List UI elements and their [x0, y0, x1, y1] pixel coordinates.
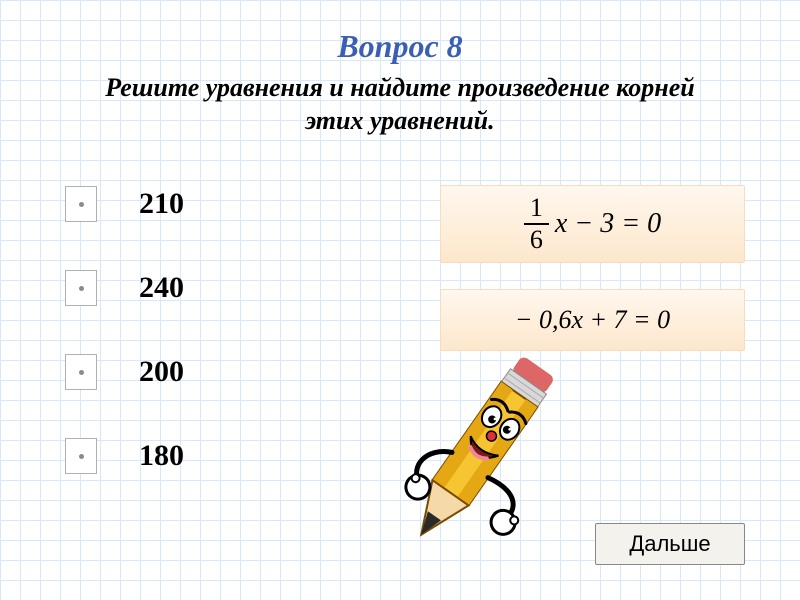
equations-group: 1 6 x − 3 = 0 − 0,6x + 7 = 0 [440, 185, 745, 377]
page-title: Вопрос 8 [0, 28, 800, 65]
fraction-denominator: 6 [524, 225, 549, 253]
answer-label: 180 [139, 439, 184, 473]
radio-dot-icon [79, 202, 84, 207]
answer-label: 210 [139, 187, 184, 221]
radio-dot-icon [79, 286, 84, 291]
answers-group: 210 240 200 180 [65, 180, 325, 516]
pencil-mascot-icon [370, 355, 570, 575]
radio-button[interactable] [65, 354, 97, 390]
equation-2: − 0,6x + 7 = 0 [440, 289, 745, 351]
answer-row[interactable]: 180 [65, 432, 325, 480]
fraction-icon: 1 6 [524, 195, 549, 253]
radio-button[interactable] [65, 186, 97, 222]
equation-2-text: − 0,6x + 7 = 0 [515, 305, 670, 335]
answer-row[interactable]: 240 [65, 264, 325, 312]
radio-dot-icon [79, 370, 84, 375]
radio-dot-icon [79, 454, 84, 459]
question-text: Решите уравнения и найдите произведение … [0, 72, 800, 137]
answer-label: 240 [139, 271, 184, 305]
next-button-label: Дальше [629, 531, 710, 557]
equation-1: 1 6 x − 3 = 0 [440, 185, 745, 263]
next-button[interactable]: Дальше [595, 523, 745, 565]
answer-row[interactable]: 200 [65, 348, 325, 396]
equation-1-text: x − 3 = 0 [555, 208, 661, 240]
fraction-numerator: 1 [524, 195, 549, 225]
radio-button[interactable] [65, 438, 97, 474]
radio-button[interactable] [65, 270, 97, 306]
answer-label: 200 [139, 355, 184, 389]
answer-row[interactable]: 210 [65, 180, 325, 228]
